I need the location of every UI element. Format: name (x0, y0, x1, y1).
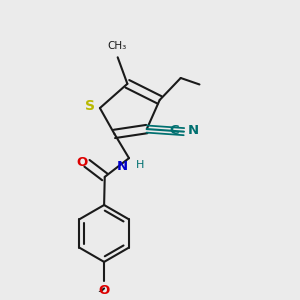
Text: C: C (169, 124, 179, 137)
Text: S: S (85, 99, 95, 113)
Text: N: N (188, 124, 199, 137)
Text: H: H (136, 160, 145, 170)
Text: CH₃: CH₃ (107, 41, 127, 52)
Text: O: O (98, 284, 110, 297)
Text: O: O (76, 156, 87, 169)
Text: N: N (117, 160, 128, 173)
